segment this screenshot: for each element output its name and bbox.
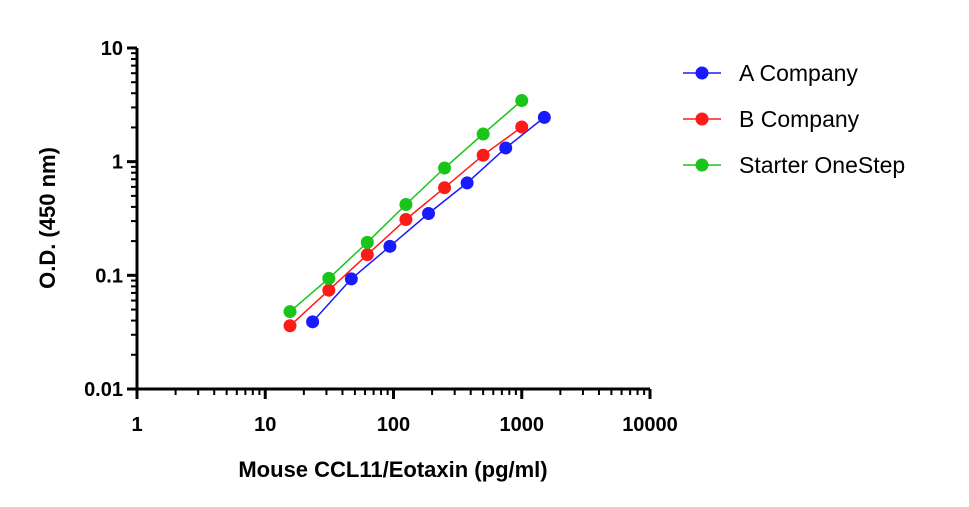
x-tick-label: 10	[254, 414, 276, 436]
y-tick-label: 0.1	[95, 265, 123, 287]
data-point	[515, 120, 529, 134]
data-point	[283, 305, 297, 319]
legend-marker	[695, 158, 709, 172]
legend-label: Starter OneStep	[739, 152, 905, 178]
x-axis-title: Mouse CCL11/Eotaxin (pg/ml)	[238, 457, 547, 482]
x-tick-label: 1	[131, 414, 142, 436]
x-tick-label: 10000	[622, 414, 678, 436]
legend-marker	[695, 112, 709, 126]
data-point	[322, 283, 336, 297]
data-point	[476, 127, 490, 141]
legend-label: A Company	[739, 60, 858, 86]
y-tick-label: 0.01	[84, 379, 123, 401]
data-point	[383, 239, 397, 253]
x-tick-label: 100	[377, 414, 410, 436]
data-point	[438, 161, 452, 175]
data-point	[499, 141, 513, 155]
data-point	[438, 181, 452, 195]
axes-layer: 1 10 100 1000 10000 0.01 0.1 1 10	[84, 38, 678, 436]
data-point	[344, 272, 358, 286]
legend-item: Starter OneStep	[683, 152, 905, 178]
y-tick-label: 10	[101, 38, 123, 60]
legend-item: A Company	[683, 60, 858, 86]
legend-label: B Company	[739, 106, 860, 132]
x-tick-label: 1000	[500, 414, 545, 436]
data-point	[283, 319, 297, 333]
y-tick-label: 1	[112, 152, 123, 174]
series-layer	[283, 94, 551, 333]
data-point	[537, 110, 551, 124]
legend: A Company B Company Starter OneStep	[683, 60, 905, 178]
data-point	[306, 315, 320, 329]
series-group	[306, 110, 551, 329]
data-point	[476, 148, 490, 162]
series-group	[283, 120, 529, 333]
data-point	[460, 176, 474, 190]
legend-marker	[695, 66, 709, 80]
data-point	[515, 94, 529, 108]
data-point	[360, 235, 374, 249]
y-axis-title: O.D. (450 nm)	[35, 147, 60, 289]
series-group	[283, 94, 529, 319]
legend-item: B Company	[683, 106, 860, 132]
data-point	[399, 197, 413, 211]
data-point	[360, 248, 374, 262]
data-point	[322, 271, 336, 285]
data-point	[399, 212, 413, 226]
data-point	[422, 206, 436, 220]
